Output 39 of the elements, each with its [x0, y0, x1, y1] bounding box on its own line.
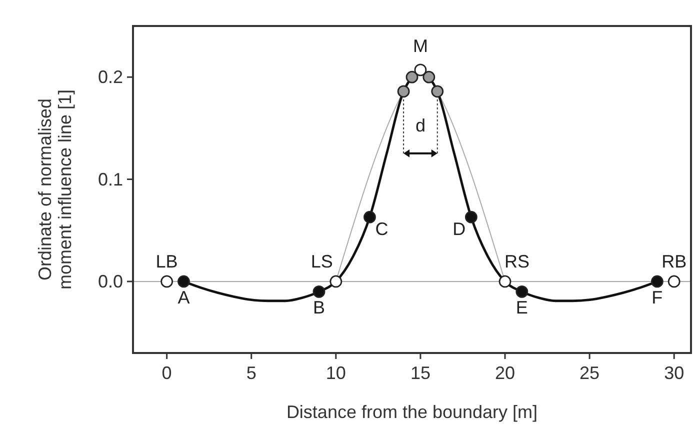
point: [364, 210, 376, 224]
annotation: D: [452, 219, 466, 240]
y-tick-label: 0.0: [98, 271, 123, 292]
annotation: d: [415, 115, 426, 136]
x-tick-label: 10: [326, 363, 346, 383]
point: [464, 210, 478, 224]
annotation: LB: [156, 251, 178, 272]
point: [178, 275, 190, 288]
point: [431, 85, 444, 98]
point: [312, 285, 326, 298]
point: [650, 275, 664, 288]
x-axis-title: Distance from the boundary [m]: [286, 402, 538, 422]
point: [160, 275, 174, 288]
annotation: M: [412, 36, 428, 56]
annotation: C: [375, 219, 388, 240]
point: [516, 285, 528, 298]
point: [330, 275, 342, 288]
point: [414, 64, 427, 76]
point: [406, 70, 418, 84]
y-tick-label: 0.2: [98, 67, 123, 88]
annotation: F: [652, 287, 663, 308]
x-tick-label: 20: [494, 363, 516, 383]
point: [498, 275, 512, 288]
x-tick-label: 30: [664, 363, 684, 383]
point: [668, 275, 680, 288]
point: [397, 85, 410, 98]
x-tick-label: 0: [162, 363, 172, 383]
annotation: A: [178, 287, 190, 308]
annotation: LS: [310, 251, 333, 272]
annotation: RS: [504, 251, 530, 272]
y-axis-title: Ordinate of normalised moment influence line [1]: [35, 89, 75, 290]
annotation: RB: [662, 251, 687, 272]
annotation: E: [516, 298, 528, 318]
x-tick-label: 25: [580, 363, 600, 383]
point: [422, 70, 436, 84]
x-tick-label: 5: [246, 363, 256, 383]
annotation: B: [312, 298, 326, 318]
y-tick-label: 0.1: [98, 169, 123, 190]
x-tick-label: 15: [410, 363, 430, 383]
